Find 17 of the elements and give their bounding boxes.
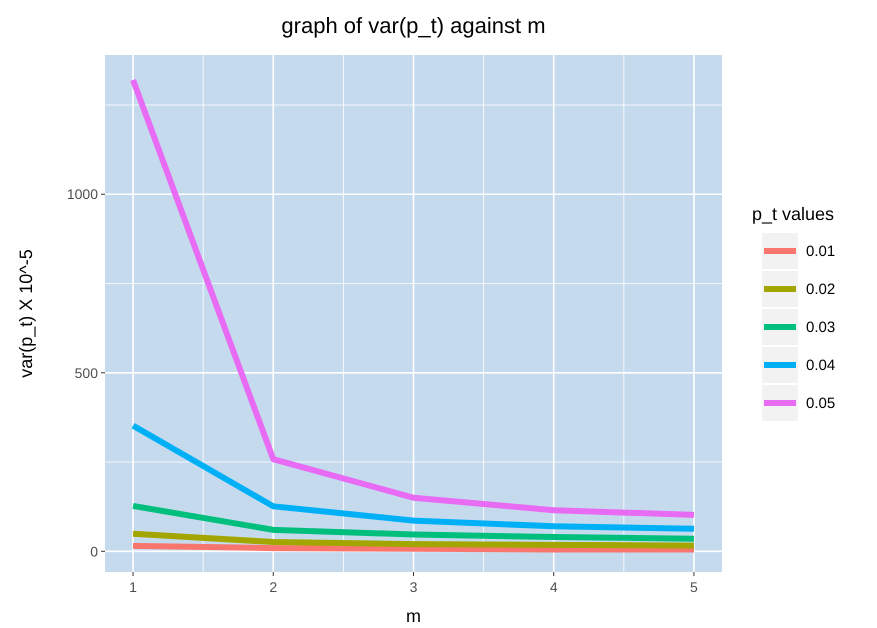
x-tick-label: 3 <box>410 579 418 595</box>
legend-label: 0.03 <box>806 319 836 336</box>
y-tick-label: 0 <box>90 543 98 560</box>
legend-label: 0.05 <box>806 395 836 412</box>
x-tick-label: 2 <box>269 579 278 595</box>
x-tick-label: 4 <box>550 579 558 595</box>
y-axis-title: var(p_t) X 10^-5 <box>16 249 36 378</box>
chart-title: graph of var(p_t) against m <box>281 13 546 38</box>
legend-label: 0.01 <box>806 243 836 260</box>
legend-label: 0.04 <box>806 357 836 374</box>
y-tick-label: 500 <box>74 364 98 381</box>
x-tick-label: 5 <box>690 579 698 595</box>
legend-label: 0.02 <box>806 281 836 298</box>
legend-title: p_t values <box>752 204 834 224</box>
y-tick-label: 1000 <box>66 186 98 202</box>
x-axis-title: m <box>406 606 421 626</box>
x-tick-label: 1 <box>129 579 138 595</box>
